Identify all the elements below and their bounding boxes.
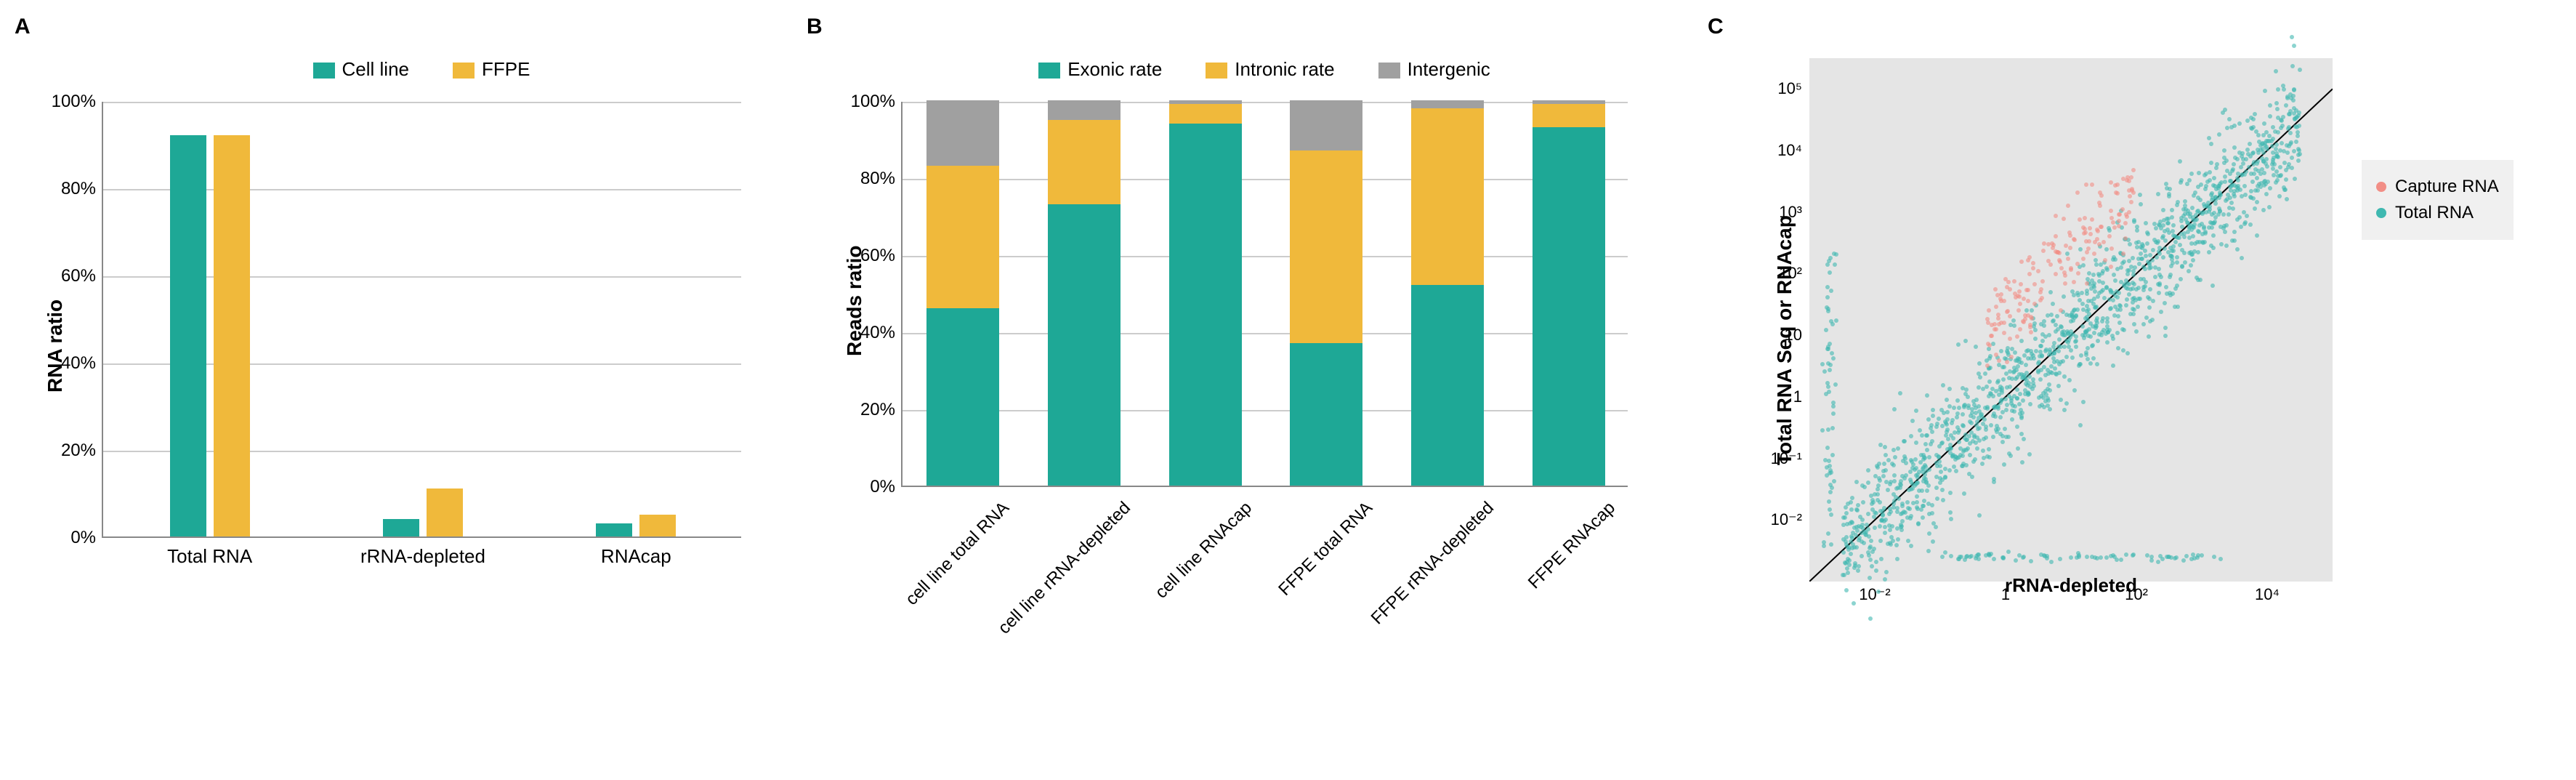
panel-a: A Cell line FFPE 0%20%40%60%80%100%Total… [15, 15, 778, 741]
chart-c-xtick: 10⁴ [2255, 585, 2280, 604]
bar-seg-intronic [1533, 104, 1605, 127]
bar-seg-exonic [926, 308, 999, 486]
bar-stack [1411, 100, 1484, 486]
chart-c-xlabel: rRNA-depleted [2005, 574, 2137, 597]
bar-seg-intergenic [1290, 100, 1362, 150]
bar-stack [1290, 100, 1362, 486]
legend-total-label: Total RNA [2395, 203, 2474, 223]
legend-exonic: Exonic rate [1038, 58, 1162, 81]
bar-ffpe [427, 488, 463, 536]
chart-b-plot-area: 0%20%40%60%80%100%cell line total RNAcel… [901, 102, 1628, 487]
bar-seg-exonic [1169, 124, 1242, 486]
bar-stack [926, 100, 999, 486]
chart-a-xlabel: Total RNA [167, 545, 252, 568]
bar-seg-intronic [1169, 104, 1242, 124]
chart-c-ytick: 10⁵ [1759, 79, 1802, 98]
legend-exonic-label: Exonic rate [1067, 58, 1162, 80]
legend-intronic-label: Intronic rate [1235, 58, 1334, 80]
chart-a-ytick: 80% [38, 179, 96, 199]
bar-seg-intronic [1290, 150, 1362, 343]
chart-c-xtick: 10⁻² [1859, 585, 1890, 604]
panel-b: B Exonic rate Intronic rate Intergenic 0… [807, 15, 1679, 741]
legend-ffpe-label: FFPE [482, 58, 530, 80]
legend-intergenic: Intergenic [1378, 58, 1490, 81]
bar-cell-line [383, 519, 419, 536]
chart-a-ytick: 60% [38, 266, 96, 286]
legend-cell-line-label: Cell line [342, 58, 410, 80]
bar-cell-line [596, 523, 632, 536]
bar-stack [1169, 100, 1242, 486]
bar-seg-intronic [1411, 108, 1484, 286]
legend-total: Total RNA [2376, 203, 2499, 223]
chart-b-ylabel: Reads ratio [843, 246, 866, 357]
bar-ffpe [639, 515, 676, 536]
legend-ffpe: FFPE [453, 58, 530, 81]
bar-seg-exonic [1411, 285, 1484, 486]
chart-a-ytick: 0% [38, 528, 96, 548]
chart-b-ytick: 0% [837, 477, 895, 497]
panel-c: C 10⁻²10⁻¹11010²10³10⁴10⁵10⁻²110²10⁴ Tot… [1708, 15, 2543, 741]
chart-a-plot-area: 0%20%40%60%80%100%Total RNArRNA-depleted… [102, 102, 741, 538]
chart-a-ytick: 100% [38, 92, 96, 112]
bar-cell-line [170, 135, 206, 536]
panel-c-label: C [1708, 15, 1724, 39]
bar-seg-exonic [1048, 204, 1121, 486]
chart-c-ytick: 10⁴ [1759, 141, 1802, 160]
chart-c-plot-area: 10⁻²10⁻¹11010²10³10⁴10⁵10⁻²110²10⁴ [1809, 58, 2333, 582]
bar-seg-intronic [926, 166, 999, 308]
legend-capture-label: Capture RNA [2395, 177, 2499, 197]
legend-cell-line: Cell line [313, 58, 410, 81]
chart-b-ytick: 80% [837, 169, 895, 189]
figure-row: A Cell line FFPE 0%20%40%60%80%100%Total… [15, 15, 2561, 741]
chart-b-ytick: 100% [837, 92, 895, 112]
chart-c-legend: Capture RNA Total RNA [2362, 160, 2514, 240]
chart-a-xlabel: RNAcap [601, 545, 671, 568]
bar-seg-intergenic [1411, 100, 1484, 108]
chart-a-ytick: 20% [38, 441, 96, 461]
bar-seg-intronic [1048, 120, 1121, 205]
legend-intronic: Intronic rate [1206, 58, 1334, 81]
chart-b-ytick: 20% [837, 400, 895, 420]
legend-intergenic-label: Intergenic [1408, 58, 1490, 80]
bar-ffpe [214, 135, 250, 536]
chart-c-ytick: 10⁻² [1759, 510, 1802, 529]
chart-a-xlabel: rRNA-depleted [360, 545, 485, 568]
chart-c-ylabel: Total RNA Seq or RNAcap [1773, 215, 1796, 465]
bar-stack [1048, 100, 1121, 486]
legend-capture: Capture RNA [2376, 177, 2499, 197]
panel-a-legend: Cell line FFPE [102, 58, 741, 81]
bar-seg-exonic [1533, 127, 1605, 486]
bar-seg-intergenic [926, 100, 999, 166]
panel-b-label: B [807, 15, 823, 39]
bar-seg-exonic [1290, 343, 1362, 486]
panel-b-legend: Exonic rate Intronic rate Intergenic [901, 58, 1628, 81]
bar-stack [1533, 100, 1605, 486]
chart-a-ylabel: RNA ratio [44, 299, 67, 393]
panel-a-label: A [15, 15, 31, 39]
bar-seg-intergenic [1048, 100, 1121, 120]
